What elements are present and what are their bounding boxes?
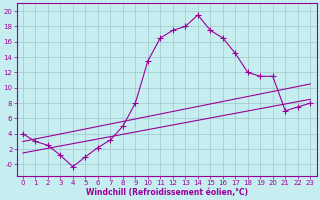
X-axis label: Windchill (Refroidissement éolien,°C): Windchill (Refroidissement éolien,°C) — [85, 188, 248, 197]
